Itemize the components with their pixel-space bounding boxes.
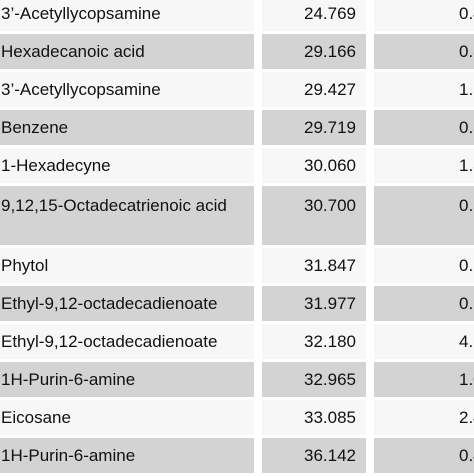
retention-time-value: 31.847 xyxy=(304,255,356,275)
table-row: Ethyl-9,12-octadecadienoate 32.180 4.70 xyxy=(0,324,474,362)
area-value: 1.53 xyxy=(459,79,474,99)
table-row: Benzene 29.719 0.34 xyxy=(0,110,474,148)
retention-time-value: 30.060 xyxy=(304,155,356,175)
area-cell: 0.43 xyxy=(374,438,474,473)
area-value: 0.74 xyxy=(459,293,474,313)
compound-cell: Hexadecanoic acid xyxy=(0,34,254,69)
area-value: 0.52 xyxy=(459,196,474,215)
table-row: 3’-Acetyllycopsamine 24.769 0.48 xyxy=(0,0,474,34)
table-row: 1-Hexadecyne 30.060 1.87 xyxy=(0,148,474,186)
compound-name: Hexadecanoic acid xyxy=(1,41,145,61)
compound-name: 1-Hexadecyne xyxy=(1,155,111,175)
compound-cell: Benzene xyxy=(0,110,254,145)
retention-time-cell: 32.965 xyxy=(262,362,366,397)
area-cell: 0.52 xyxy=(374,186,474,245)
compound-name: 3’-Acetyllycopsamine xyxy=(1,3,161,23)
table-row: Eicosane 33.085 2.41 xyxy=(0,400,474,438)
compound-cell: Eicosane xyxy=(0,400,254,435)
area-cell: 0.48 xyxy=(374,0,474,31)
table-row: Phytol 31.847 0.29 xyxy=(0,248,474,286)
table-row: 1H-Purin-6-amine 32.965 1.02 xyxy=(0,362,474,400)
retention-time-cell: 33.085 xyxy=(262,400,366,435)
compound-name: Ethyl-9,12-octadecadienoate xyxy=(1,331,218,351)
area-value: 0.85 xyxy=(459,41,474,61)
retention-time-value: 32.180 xyxy=(304,331,356,351)
retention-time-cell: 36.142 xyxy=(262,438,366,473)
area-value: 4.70 xyxy=(459,331,474,351)
compound-name: Ethyl-9,12-octadecadienoate xyxy=(1,293,218,313)
retention-time-cell: 29.427 xyxy=(262,72,366,107)
area-cell: 1.02 xyxy=(374,362,474,397)
compound-name: 1H-Purin-6-amine xyxy=(1,445,136,465)
area-value: 1.87 xyxy=(459,155,474,175)
retention-time-value: 24.769 xyxy=(304,3,356,23)
table-row: Ethyl-9,12-octadecadienoate 31.977 0.74 xyxy=(0,286,474,324)
compound-name: Phytol xyxy=(1,255,49,275)
area-cell: 0.29 xyxy=(374,248,474,283)
compound-cell: 9,12,15-Octadecatrienoic acid xyxy=(0,186,254,245)
retention-time-cell: 30.700 xyxy=(262,186,366,245)
compound-cell: 1H-Purin-6-amine xyxy=(0,438,254,473)
compound-cell: Ethyl-9,12-octadecadienoate xyxy=(0,286,254,321)
area-cell: 1.53 xyxy=(374,72,474,107)
compound-cell: Ethyl-9,12-octadecadienoate xyxy=(0,324,254,359)
retention-time-value: 31.977 xyxy=(304,293,356,313)
table-row: 1H-Purin-6-amine 36.142 0.43 xyxy=(0,438,474,476)
table-row: 3’-Acetyllycopsamine 29.427 1.53 xyxy=(0,72,474,110)
compound-name: Eicosane xyxy=(1,407,71,427)
area-cell: 0.85 xyxy=(374,34,474,69)
retention-time-cell: 31.977 xyxy=(262,286,366,321)
retention-time-cell: 30.060 xyxy=(262,148,366,183)
compound-name: 1H-Purin-6-amine xyxy=(1,369,136,389)
retention-time-value: 29.427 xyxy=(304,79,356,99)
retention-time-cell: 29.166 xyxy=(262,34,366,69)
table-row: 9,12,15-Octadecatrienoic acid 30.700 0.5… xyxy=(0,186,474,248)
compound-cell: 1H-Purin-6-amine xyxy=(0,362,254,397)
compound-name: Benzene xyxy=(1,117,69,137)
compound-cell: 3’-Acetyllycopsamine xyxy=(0,72,254,107)
retention-time-cell: 24.769 xyxy=(262,0,366,31)
retention-time-value: 29.719 xyxy=(304,117,356,137)
area-value: 0.48 xyxy=(459,3,474,23)
compound-cell: 3’-Acetyllycopsamine xyxy=(0,0,254,31)
area-cell: 0.74 xyxy=(374,286,474,321)
retention-time-cell: 29.719 xyxy=(262,110,366,145)
compound-name: 3’-Acetyllycopsamine xyxy=(1,79,161,99)
area-value: 0.43 xyxy=(459,445,474,465)
area-value: 2.41 xyxy=(459,407,474,427)
area-cell: 2.41 xyxy=(374,400,474,435)
compound-cell: 1-Hexadecyne xyxy=(0,148,254,183)
retention-time-value: 32.965 xyxy=(304,369,356,389)
area-value: 0.34 xyxy=(459,117,474,137)
compound-cell: Phytol xyxy=(0,248,254,283)
retention-time-cell: 32.180 xyxy=(262,324,366,359)
area-cell: 1.87 xyxy=(374,148,474,183)
retention-time-value: 29.166 xyxy=(304,41,356,61)
retention-time-value: 30.700 xyxy=(304,196,356,215)
retention-time-value: 33.085 xyxy=(304,407,356,427)
compound-name: 9,12,15-Octadecatrienoic acid xyxy=(1,196,227,215)
area-value: 1.02 xyxy=(459,369,474,389)
retention-time-value: 36.142 xyxy=(304,445,356,465)
table-row: Hexadecanoic acid 29.166 0.85 xyxy=(0,34,474,72)
retention-time-cell: 31.847 xyxy=(262,248,366,283)
area-cell: 4.70 xyxy=(374,324,474,359)
area-cell: 0.34 xyxy=(374,110,474,145)
area-value: 0.29 xyxy=(459,255,474,275)
